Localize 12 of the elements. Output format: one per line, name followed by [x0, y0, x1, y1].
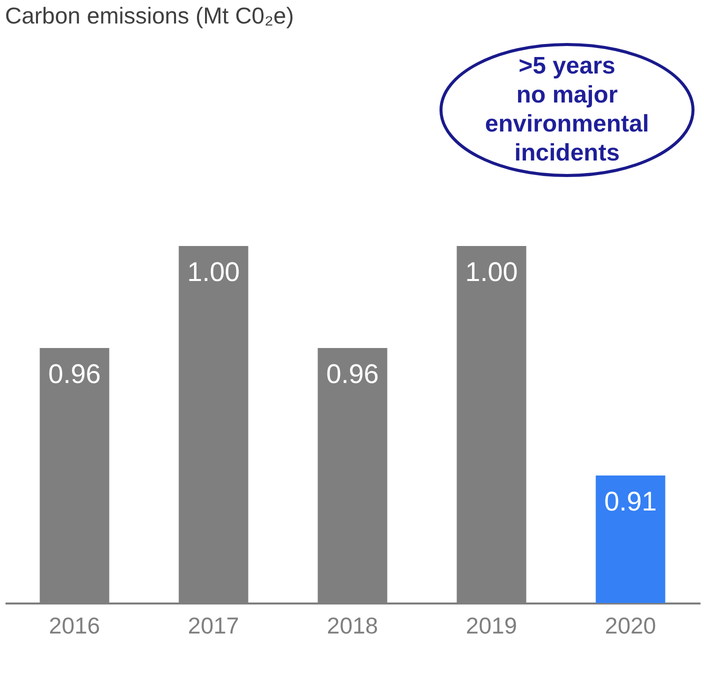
data-label: 0.96: [326, 359, 379, 389]
x-tick-label: 2016: [48, 612, 100, 638]
x-tick-label: 2020: [604, 612, 656, 638]
chart-title: Carbon emissions (Mt C0₂e): [5, 2, 294, 28]
text: >5 years no major environmental incidents: [484, 52, 650, 166]
data-label: 1.00: [465, 257, 518, 287]
data-label: 0.96: [48, 359, 101, 389]
x-tick-label: 2017: [188, 612, 240, 638]
x-tick-label: 2018: [326, 612, 378, 638]
data-label: 0.91: [604, 486, 657, 516]
data-label: 1.00: [187, 257, 240, 287]
x-tick-label: 2019: [466, 612, 518, 638]
